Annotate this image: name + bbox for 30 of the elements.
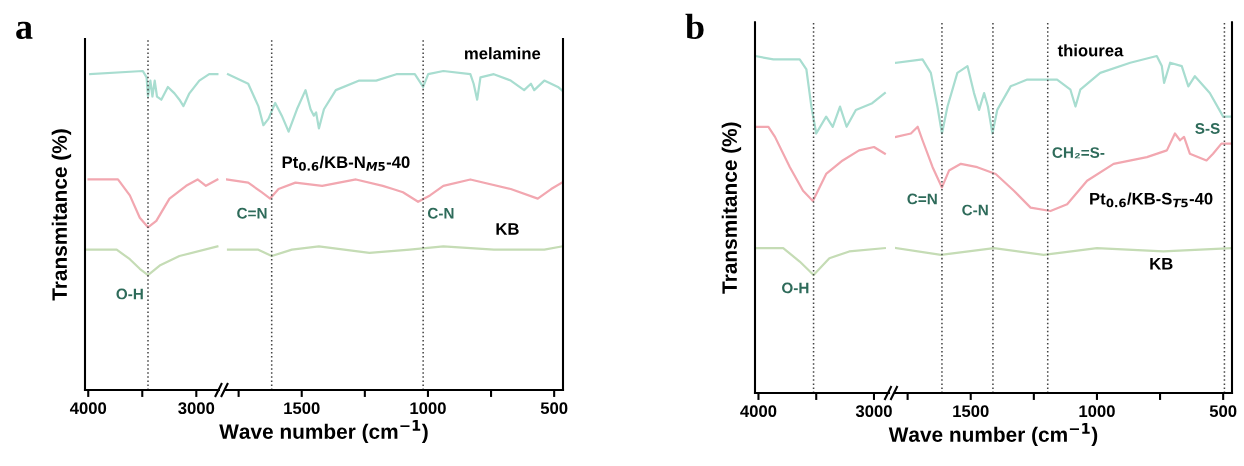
x-tick-label: 4000	[69, 402, 107, 415]
x-tick-label: 500	[540, 402, 568, 415]
series-label: KB	[1150, 257, 1173, 270]
x-tick-label: 500	[1209, 405, 1237, 418]
x-tick-label: 1500	[953, 405, 989, 418]
x-tick-label: 4000	[740, 405, 777, 418]
ref-line-label: C=N	[237, 207, 267, 219]
ref-line-label: S-S	[1195, 123, 1220, 134]
chart-title: b	[685, 13, 704, 40]
ref-line-label: C-N	[962, 204, 988, 216]
x-tick-label: 3000	[178, 402, 215, 415]
chart-title: a	[16, 21, 33, 40]
ref-line-label: O-H	[116, 288, 143, 300]
series-label: KB	[496, 223, 519, 235]
y-axis-title: Transmitance (%)	[721, 122, 742, 294]
x-axis-title: Wave number (cm$^{−1}$)	[219, 420, 428, 444]
x-axis-title: Wave number (cm$^{−1}$)	[888, 423, 1098, 447]
series-label: thiourea	[1057, 44, 1124, 57]
ref-line-label: C-N	[427, 207, 454, 219]
x-tick-label: 3000	[855, 405, 892, 418]
x-tick-label: 1500	[284, 402, 320, 415]
x-tick-label: 1000	[1079, 405, 1115, 418]
series-label: Pt$_{0.6}$/KB-N$_{M5}$-40	[282, 155, 410, 171]
y-axis-title: Transmitance (%)	[51, 129, 72, 301]
x-tick-label: 1000	[410, 402, 446, 415]
ref-line-label: C=N	[907, 193, 937, 205]
series-label: melamine	[465, 47, 541, 60]
series-label: Pt$_{0.6}$/KB-S$_{T5}$-40	[1090, 192, 1213, 208]
ref-line-label: CH₂=S-	[1052, 147, 1105, 159]
ref-line-label: O-H	[782, 282, 809, 294]
